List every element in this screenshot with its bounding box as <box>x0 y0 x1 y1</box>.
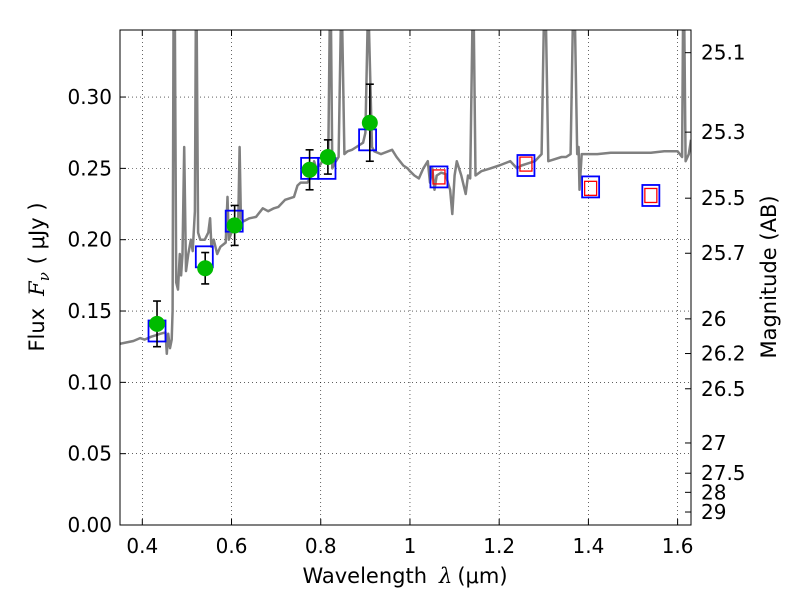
y2-tick-label: 27 <box>701 431 726 455</box>
model-sed-line <box>120 30 691 356</box>
y-tick-label: 0.10 <box>67 370 112 394</box>
nir-photometry-marker <box>644 187 658 204</box>
y-tick-label: 0.05 <box>67 442 112 466</box>
y-axis-ticks: 0.00 0.05 0.10 0.15 0.20 0.25 0.30 <box>67 85 126 537</box>
y2-tick-label: 29 <box>701 500 726 524</box>
y2-tick-label: 26 <box>701 307 726 331</box>
x-tick-label: 1 <box>404 534 417 558</box>
y2-tick-label: 25.5 <box>701 186 746 210</box>
observed-photometry-point <box>319 148 336 165</box>
x-tick-label: 0.8 <box>305 534 337 558</box>
nir-photometry-marker <box>583 180 598 196</box>
y2-tick-label: 25.7 <box>701 241 746 265</box>
grid-lines <box>120 30 691 526</box>
model-photometry-marker <box>516 154 536 177</box>
y2-tick-label: 27.5 <box>701 461 746 485</box>
x-axis-ticks: 0.4 0.6 0.8 1 1.2 1.4 1.6 <box>126 30 694 558</box>
x-tick-label: 0.6 <box>216 534 248 558</box>
marker-layer <box>147 83 661 348</box>
y2-tick-label: 28 <box>701 480 726 504</box>
y-tick-label: 0.15 <box>67 299 112 323</box>
y-axis-label: FluxFν( μJy ) <box>25 202 53 351</box>
y2-axis-label: Magnitude (AB) <box>757 195 781 358</box>
nir-photometry-marker <box>432 169 446 185</box>
y-tick-label: 0.20 <box>67 228 112 252</box>
model-photometry-marker <box>429 165 449 189</box>
nir-photometry-marker <box>519 156 533 172</box>
y2-tick-label: 25.3 <box>701 120 746 144</box>
x-axis-label: Wavelength λ (μm) <box>302 564 507 588</box>
observed-photometry-point <box>226 217 243 234</box>
x-tick-label: 1.2 <box>483 534 515 558</box>
model-sed-layer <box>120 30 691 356</box>
x-tick-label: 1.4 <box>572 534 604 558</box>
y2-tick-label: 25.1 <box>701 41 746 65</box>
y-tick-label: 0.00 <box>67 513 112 537</box>
x-tick-label: 0.4 <box>126 534 158 558</box>
plot-frame <box>119 29 692 526</box>
model-photometry-marker <box>641 184 661 207</box>
y-tick-label: 0.25 <box>67 156 112 180</box>
plot-area <box>120 30 691 525</box>
y-tick-label: 0.30 <box>67 85 112 109</box>
observed-photometry-point <box>301 161 318 178</box>
observed-photometry-point <box>361 114 378 131</box>
observed-photometry-point <box>197 260 214 277</box>
y2-tick-label: 26.5 <box>701 377 746 401</box>
x-tick-label: 1.6 <box>662 534 694 558</box>
observed-photometry-point <box>149 315 166 332</box>
model-photometry-marker <box>581 175 601 199</box>
y2-tick-label: 26.2 <box>701 342 746 366</box>
